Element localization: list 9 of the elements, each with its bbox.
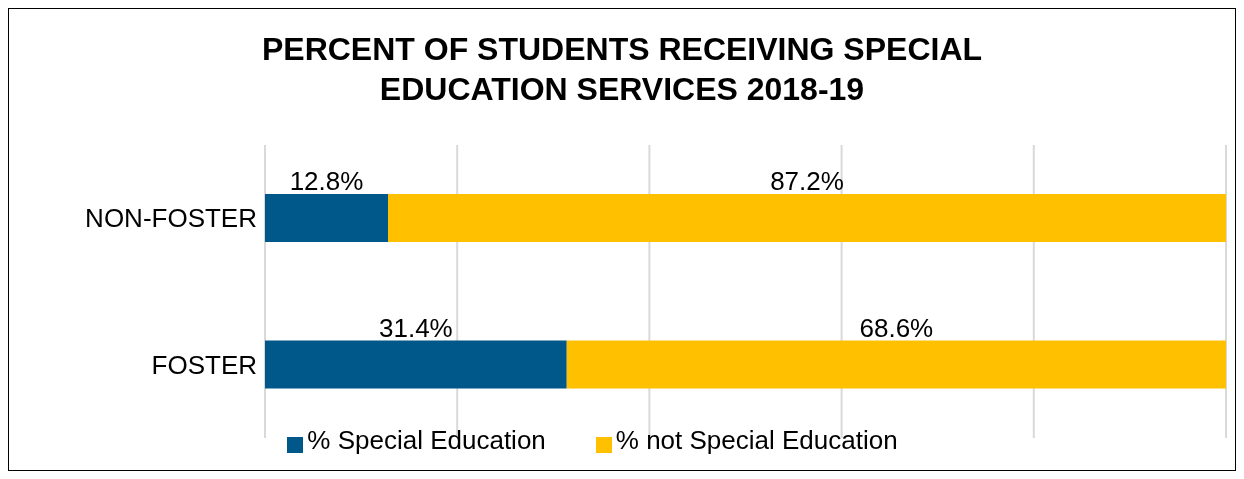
data-label: 31.4% — [379, 312, 453, 343]
chart-title: PERCENT OF STUDENTS RECEIVING SPECIAL EDUCATION SERVICES 2018-19 — [260, 30, 984, 109]
legend-label: % not Special Education — [615, 425, 898, 455]
y-tick-label: NON-FOSTER — [85, 203, 257, 234]
data-label: 87.2% — [770, 166, 844, 196]
y-tick-label: FOSTER — [151, 349, 257, 380]
data-label: 68.6% — [859, 312, 934, 343]
data-label: 12.8% — [289, 166, 364, 196]
legend-label: % Special Education — [307, 425, 546, 455]
